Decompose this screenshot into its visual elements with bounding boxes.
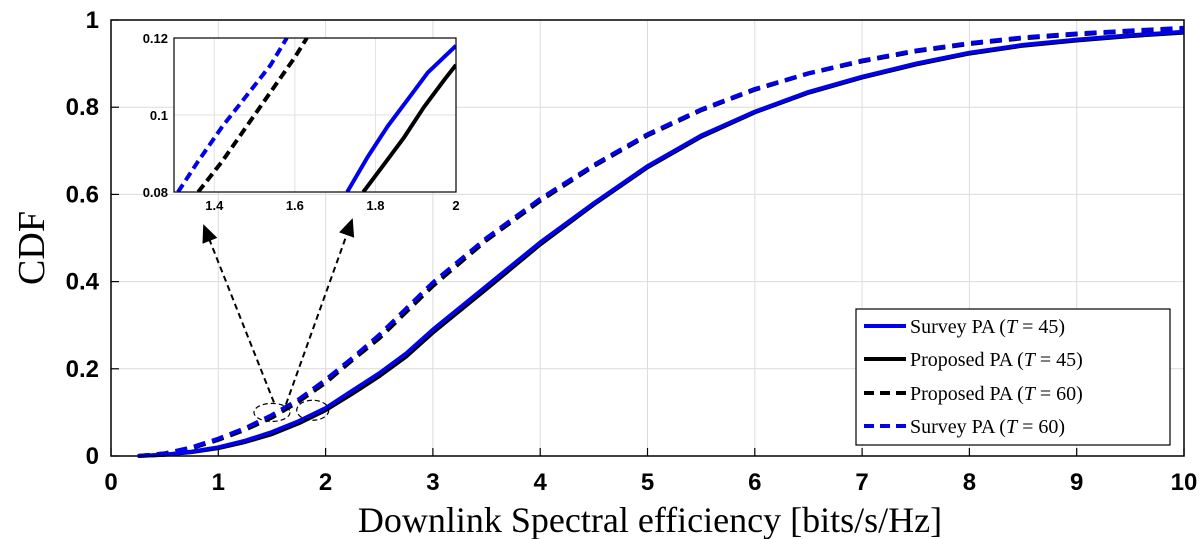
legend-entry: Survey PA (T = 45) [864,316,1065,338]
x-tick-label: 3 [426,469,439,496]
y-tick-label: 0.8 [66,94,99,121]
x-tick-label: 0 [104,469,117,496]
series-lines [137,25,1185,458]
x-tick-label: 4 [534,469,548,496]
legend-entry: Proposed PA (T = 60) [864,383,1083,405]
legend-entry: Proposed PA (T = 45) [864,349,1083,371]
y-tick-label: 1 [86,7,99,34]
inset-x-tick-label: 2 [452,198,459,213]
zoom-arrow [202,224,275,403]
inset-series [176,38,456,192]
legend-label-survey-60: Survey PA (T = 60) [910,416,1065,438]
legend-entry: Survey PA (T = 60) [864,416,1065,438]
inset-y-tick-label: 0.12 [143,31,168,46]
inset-x-tick-label: 1.8 [366,198,384,213]
legend-box [855,308,1171,446]
y-tick-label: 0.2 [66,356,99,383]
inset-zoom-plot: 1.4 1.6 1.8 2 0.08 0.1 0.12 [143,31,460,213]
inset-series-line-0 [176,38,289,192]
x-tick-label: 6 [748,469,761,496]
x-tick-label: 7 [855,469,868,496]
zoom-arrow [285,218,355,405]
legend-label-proposed-45: Proposed PA (T = 45) [910,349,1083,371]
x-tick-label: 10 [1171,469,1198,496]
x-axis-title: Downlink Spectral efficiency [bits/s/Hz] [358,500,942,539]
legend-label-survey-45: Survey PA (T = 45) [910,316,1065,338]
y-tick-label: 0.4 [66,269,100,296]
inset-frame [173,37,457,193]
zoom-annotations [202,218,355,422]
x-tick-label: 1 [212,469,225,496]
x-tick-label: 5 [641,469,654,496]
inset-series-line-2 [345,44,456,192]
x-tick-label: 8 [963,469,976,496]
axis-ticks: 0 1 2 3 4 5 6 7 8 9 10 0 0.2 0.4 0.6 0.8 1 [66,7,1198,496]
legend-label-proposed-60: Proposed PA (T = 60) [910,383,1083,405]
inset-x-tick-label: 1.4 [205,198,224,213]
inset-series-line-3 [361,63,456,192]
inset-y-tick-label: 0.08 [143,185,168,200]
zoom-region-ellipse [296,399,330,421]
inset-x-tick-label: 1.6 [286,198,304,213]
y-tick-label: 0.6 [66,181,99,208]
series-line-3 [137,25,1185,458]
y-tick-label: 0 [86,443,99,470]
x-tick-label: 9 [1070,469,1083,496]
inset-y-tick-label: 0.1 [150,108,168,123]
zoom-region-ellipse [253,402,291,422]
inset-series-line-1 [196,38,309,192]
y-axis-title: CDF [11,211,53,285]
legend: Survey PA (T = 45) Proposed PA (T = 45) … [855,308,1171,446]
x-tick-label: 2 [319,469,332,496]
series-line-0 [137,29,1185,458]
